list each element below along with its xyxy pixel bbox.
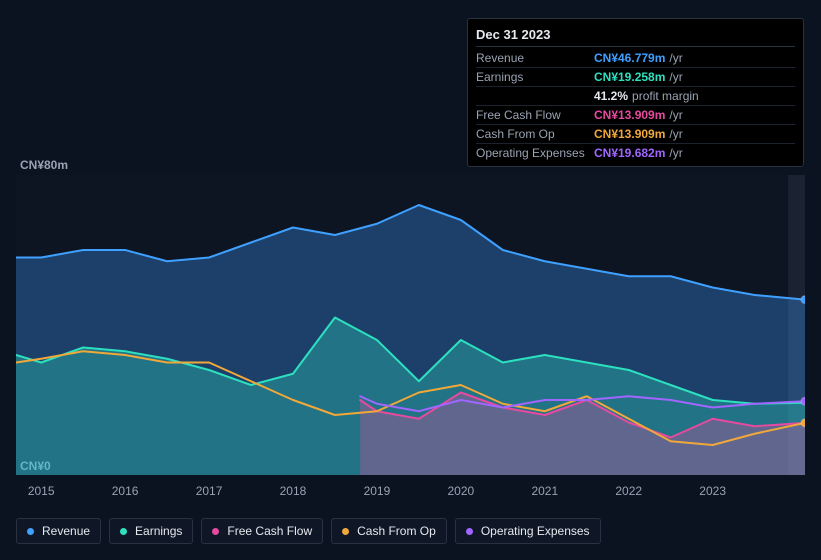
legend-dot-icon [466,528,473,535]
chart-svg [16,175,805,475]
legend-item[interactable]: Operating Expenses [455,518,601,544]
tooltip-date: Dec 31 2023 [476,25,795,47]
legend-dot-icon [212,528,219,535]
legend-label: Earnings [135,524,182,538]
legend-item[interactable]: Earnings [109,518,193,544]
tooltip-row: Operating ExpensesCN¥19.682m/yr [476,144,795,162]
legend-dot-icon [342,528,349,535]
x-axis-labels: 2015 2016 2017 2018 2019 2020 2021 2022 2023 [0,484,821,504]
legend-dot-icon [120,528,127,535]
x-axis-year: 2015 [28,484,55,498]
x-axis-year: 2019 [364,484,391,498]
legend-dot-icon [27,528,34,535]
legend-label: Cash From Op [357,524,436,538]
x-axis-year: 2018 [280,484,307,498]
legend-label: Operating Expenses [481,524,590,538]
tooltip-row: Cash From OpCN¥13.909m/yr [476,125,795,144]
legend-item[interactable]: Revenue [16,518,101,544]
x-axis-year: 2022 [615,484,642,498]
legend-item[interactable]: Cash From Op [331,518,447,544]
legend-item[interactable]: Free Cash Flow [201,518,323,544]
y-axis-max-label: CN¥80m [20,158,68,172]
tooltip-row: EarningsCN¥19.258m/yr [476,68,795,87]
x-axis-year: 2020 [448,484,475,498]
tooltip-row: Free Cash FlowCN¥13.909m/yr [476,106,795,125]
tooltip-row: 41.2%profit margin [476,87,795,106]
legend-label: Revenue [42,524,90,538]
x-axis-year: 2023 [699,484,726,498]
chart-tooltip: Dec 31 2023 RevenueCN¥46.779m/yrEarnings… [467,18,804,167]
x-axis-year: 2016 [112,484,139,498]
chart-legend: Revenue Earnings Free Cash Flow Cash From O… [16,518,601,544]
legend-label: Free Cash Flow [227,524,312,538]
x-axis-year: 2017 [196,484,223,498]
chart-plot[interactable] [16,175,805,475]
tooltip-row: RevenueCN¥46.779m/yr [476,49,795,68]
x-axis-year: 2021 [531,484,558,498]
